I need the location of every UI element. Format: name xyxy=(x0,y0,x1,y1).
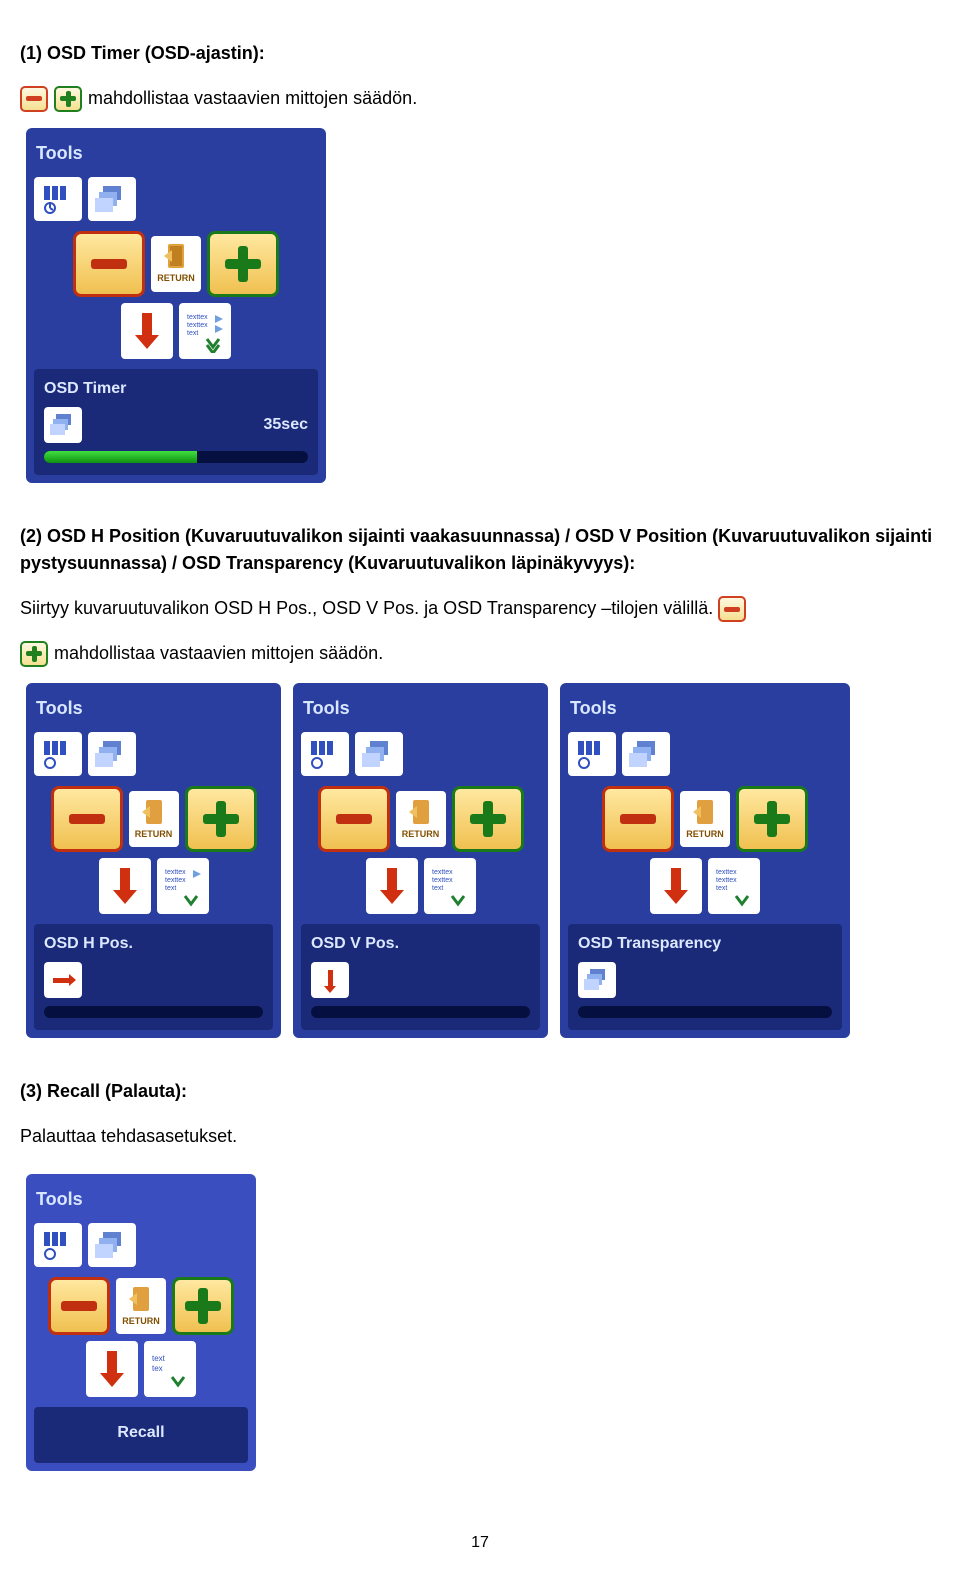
param-name: OSD Transparency xyxy=(578,932,832,956)
svg-text:texttex: texttex xyxy=(165,877,186,884)
windows-icon xyxy=(88,1223,136,1267)
icon-row-1: mahdollistaa vastaavien mittojen säädön. xyxy=(20,85,940,112)
svg-text:texttex: texttex xyxy=(187,314,208,321)
svg-text:texttex: texttex xyxy=(716,869,737,876)
windows-small-icon xyxy=(44,407,82,443)
big-minus-icon[interactable] xyxy=(602,786,674,852)
colorbars-icon xyxy=(34,177,82,221)
body-3: Palauttaa tehdasasetukset. xyxy=(20,1123,940,1150)
slider[interactable] xyxy=(44,451,308,463)
body-text-1: mahdollistaa vastaavien mittojen säädön. xyxy=(88,85,417,112)
svg-text:texttex: texttex xyxy=(432,877,453,884)
return-button[interactable]: RETURN xyxy=(116,1278,166,1334)
return-label: RETURN xyxy=(157,272,195,286)
windows-icon xyxy=(88,177,136,221)
down-arrow-icon[interactable] xyxy=(366,858,418,914)
h-arrow-icon xyxy=(44,962,82,998)
big-minus-icon[interactable] xyxy=(51,786,123,852)
svg-text:text: text xyxy=(187,330,198,337)
param-bar-recall: Recall xyxy=(34,1407,248,1463)
tab-row xyxy=(34,177,318,221)
param-name: Recall xyxy=(44,1415,238,1451)
tools-label: Tools xyxy=(303,695,538,722)
big-plus-icon[interactable] xyxy=(452,786,524,852)
osd-panel-h: Tools RETURN texttextexttextext OSD H Po… xyxy=(26,683,281,1038)
page-number: 17 xyxy=(20,1531,940,1555)
svg-text:text: text xyxy=(432,885,443,892)
tools-label: Tools xyxy=(36,1186,246,1213)
param-name: OSD V Pos. xyxy=(311,932,530,956)
param-value: 35sec xyxy=(264,413,309,437)
minus-icon xyxy=(20,86,48,112)
minus-return-plus: RETURN xyxy=(34,231,318,297)
colorbars-icon xyxy=(34,1223,82,1267)
windows-icon xyxy=(355,732,403,776)
heading-2: (2) OSD H Position (Kuvaruutuvalikon sij… xyxy=(20,523,940,577)
colorbars-icon xyxy=(301,732,349,776)
osd-panel-t: Tools RETURN texttextexttextext OSD Tran… xyxy=(560,683,850,1038)
svg-text:tex: tex xyxy=(152,1364,163,1373)
panels-row: Tools RETURN texttextexttextext OSD H Po… xyxy=(20,677,940,1058)
windows-icon xyxy=(88,732,136,776)
down-arrow-icon[interactable] xyxy=(650,858,702,914)
svg-text:texttex: texttex xyxy=(432,869,453,876)
osd-panel-recall: Tools RETURN texttex Recall xyxy=(26,1174,256,1471)
return-button[interactable]: RETURN xyxy=(129,791,179,847)
v-arrow-icon xyxy=(311,962,349,998)
plus-icon xyxy=(54,86,82,112)
body-2b: mahdollistaa vastaavien mittojen säädön. xyxy=(54,640,383,667)
param-bar-timer: OSD Timer 35sec xyxy=(34,369,318,475)
big-plus-icon[interactable] xyxy=(207,231,279,297)
heading-3: (3) Recall (Palauta): xyxy=(20,1078,940,1105)
big-plus-icon[interactable] xyxy=(185,786,257,852)
textlines-icon[interactable]: texttextexttextext xyxy=(708,858,760,914)
slider-fill xyxy=(44,451,197,463)
body-2a: Siirtyy kuvaruutuvalikon OSD H Pos., OSD… xyxy=(20,595,940,622)
svg-text:texttex: texttex xyxy=(187,322,208,329)
tools-label: Tools xyxy=(36,695,271,722)
textlines-icon[interactable]: texttextexttextext xyxy=(424,858,476,914)
big-plus-icon[interactable] xyxy=(172,1277,234,1335)
osd-panel-timer: Tools RETURN texttex text xyxy=(26,128,326,483)
textlines-icon[interactable]: texttex xyxy=(144,1341,196,1397)
big-minus-icon[interactable] xyxy=(73,231,145,297)
down-arrow-icon[interactable] xyxy=(86,1341,138,1397)
windows-icon xyxy=(622,732,670,776)
tools-label: Tools xyxy=(36,140,316,167)
textlines-icon[interactable]: texttextexttextext xyxy=(157,858,209,914)
param-bar-v: OSD V Pos. xyxy=(301,924,540,1030)
big-minus-icon[interactable] xyxy=(318,786,390,852)
minus-icon-inline xyxy=(718,596,746,622)
colorbars-icon xyxy=(568,732,616,776)
svg-text:text: text xyxy=(152,1354,166,1363)
heading-1: (1) OSD Timer (OSD-ajastin): xyxy=(20,40,940,67)
big-minus-icon[interactable] xyxy=(48,1277,110,1335)
svg-text:text: text xyxy=(165,885,176,892)
return-button[interactable]: RETURN xyxy=(680,791,730,847)
param-bar-t: OSD Transparency xyxy=(568,924,842,1030)
svg-text:texttex: texttex xyxy=(716,877,737,884)
return-button[interactable]: RETURN xyxy=(151,236,201,292)
arrow-text-row: texttex texttex text xyxy=(34,303,318,359)
param-name: OSD Timer xyxy=(44,377,308,401)
return-button[interactable]: RETURN xyxy=(396,791,446,847)
down-arrow-icon[interactable] xyxy=(121,303,173,359)
windows-small-icon xyxy=(578,962,616,998)
osd-panel-v: Tools RETURN texttextexttextext OSD V Po… xyxy=(293,683,548,1038)
down-arrow-icon[interactable] xyxy=(99,858,151,914)
textlines-icon[interactable]: texttex texttex text xyxy=(179,303,231,359)
plus-icon-2 xyxy=(20,641,48,667)
svg-text:text: text xyxy=(716,885,727,892)
svg-text:texttex: texttex xyxy=(165,869,186,876)
param-bar-h: OSD H Pos. xyxy=(34,924,273,1030)
big-plus-icon[interactable] xyxy=(736,786,808,852)
tools-label: Tools xyxy=(570,695,840,722)
param-name: OSD H Pos. xyxy=(44,932,263,956)
colorbars-icon xyxy=(34,732,82,776)
icon-row-2: mahdollistaa vastaavien mittojen säädön. xyxy=(20,640,940,667)
